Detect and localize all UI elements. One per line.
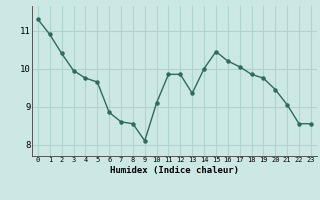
X-axis label: Humidex (Indice chaleur): Humidex (Indice chaleur) (110, 166, 239, 175)
